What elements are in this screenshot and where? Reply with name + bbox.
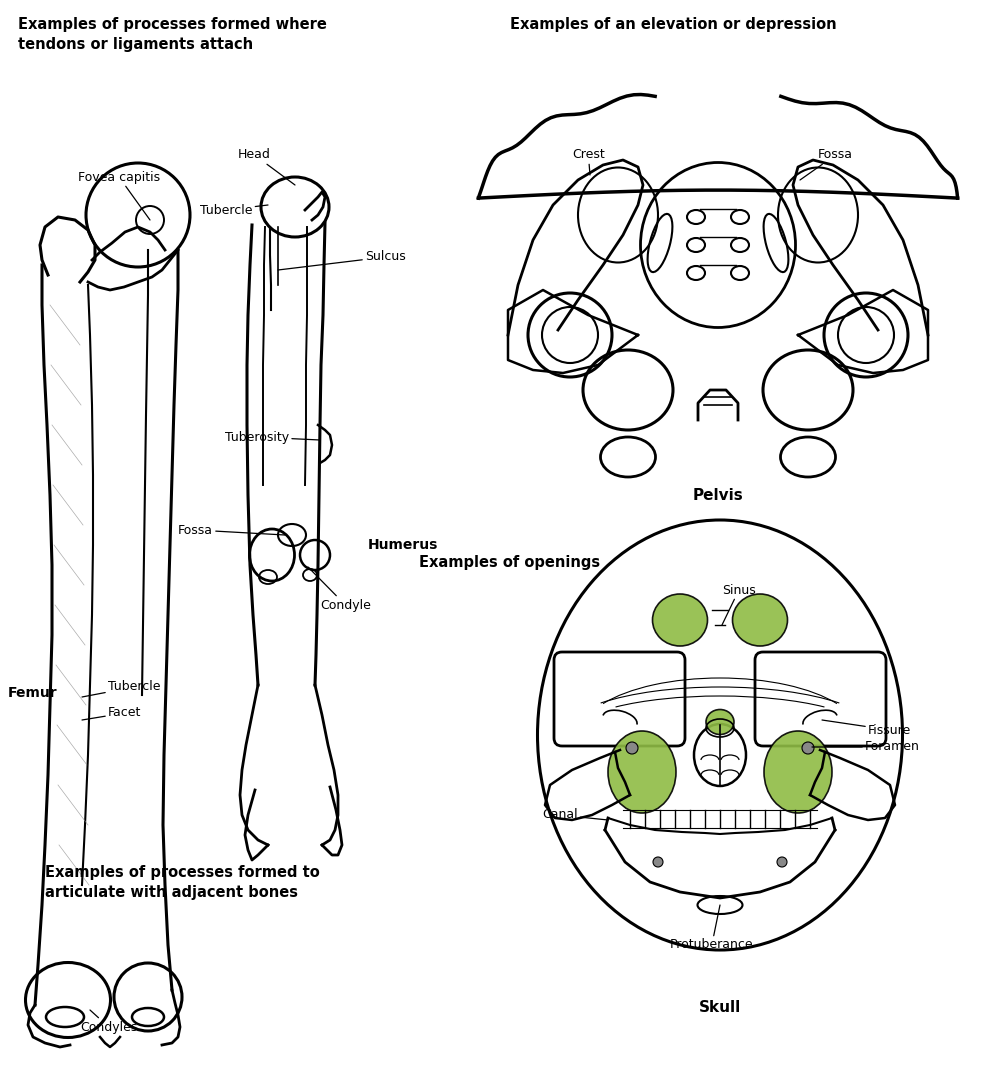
Ellipse shape (608, 731, 676, 813)
Text: Femur: Femur (8, 686, 58, 700)
Text: Protuberance: Protuberance (670, 905, 754, 951)
Ellipse shape (764, 731, 832, 813)
Circle shape (777, 857, 787, 867)
Text: Examples of an elevation or depression: Examples of an elevation or depression (510, 17, 836, 32)
Text: Facet: Facet (82, 706, 142, 720)
Ellipse shape (732, 594, 788, 646)
Text: Examples of processes formed to
articulate with adjacent bones: Examples of processes formed to articula… (45, 865, 319, 900)
Text: Examples of openings: Examples of openings (420, 555, 600, 570)
Text: Tuberosity: Tuberosity (225, 430, 320, 443)
Text: Skull: Skull (699, 999, 741, 1015)
Ellipse shape (653, 594, 707, 646)
Text: Sinus: Sinus (722, 584, 756, 625)
Text: Foramen: Foramen (812, 740, 920, 754)
Text: Sulcus: Sulcus (278, 250, 406, 271)
Text: Fissure: Fissure (822, 720, 912, 737)
Text: Examples of processes formed where
tendons or ligaments attach: Examples of processes formed where tendo… (18, 17, 327, 52)
Text: Condyle: Condyle (308, 567, 371, 611)
Text: Fossa: Fossa (800, 148, 853, 180)
Text: Canal: Canal (542, 808, 608, 821)
Text: Head: Head (238, 148, 295, 185)
Circle shape (802, 742, 814, 754)
Circle shape (626, 742, 638, 754)
Text: Humerus: Humerus (368, 538, 438, 552)
Text: Fovea capitis: Fovea capitis (78, 170, 160, 220)
Text: Pelvis: Pelvis (692, 488, 743, 503)
Circle shape (653, 857, 663, 867)
Text: Tubercle: Tubercle (82, 681, 161, 697)
Text: Fossa: Fossa (178, 524, 285, 537)
Ellipse shape (706, 709, 734, 735)
Text: Crest: Crest (572, 148, 605, 175)
Text: Tubercle: Tubercle (200, 203, 268, 216)
Text: Condyles: Condyles (80, 1010, 137, 1033)
